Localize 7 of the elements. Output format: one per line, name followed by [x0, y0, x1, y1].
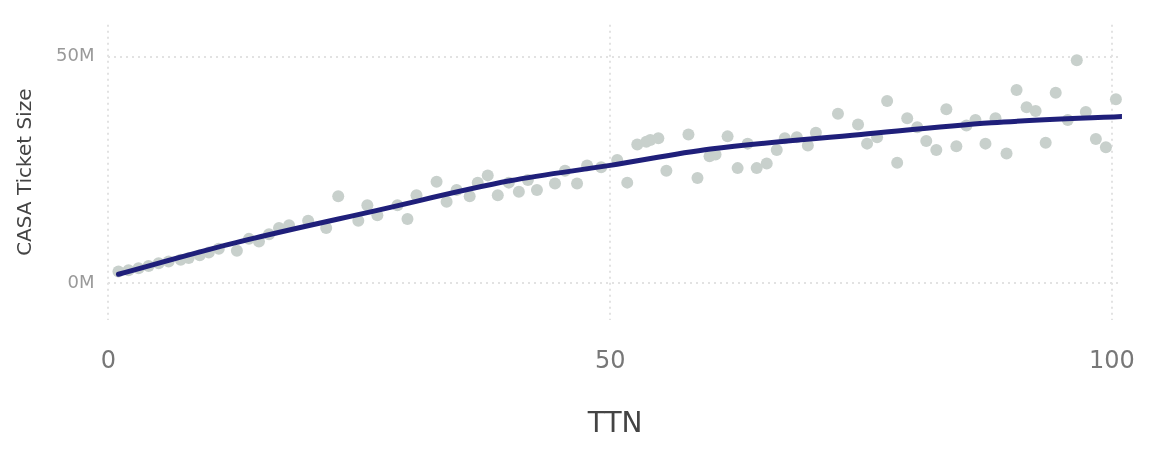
x-axis-title: TTN: [586, 406, 643, 440]
y-axis-title: CASA Ticket Size: [12, 88, 37, 256]
x-tick-label: 0: [100, 346, 117, 375]
x-tick-label: 100: [1089, 346, 1135, 375]
x-tick-label: 50: [594, 346, 626, 375]
y-tick-label: 0M: [67, 270, 95, 292]
y-tick-label: 50M: [56, 44, 95, 66]
